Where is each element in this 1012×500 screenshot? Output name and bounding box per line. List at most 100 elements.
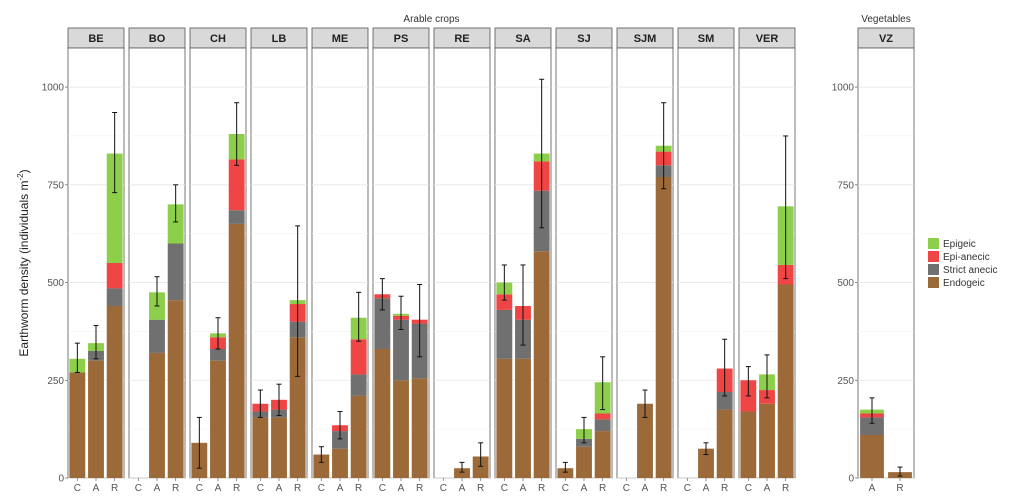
y-tick-label-right: 1000 <box>832 83 855 94</box>
bar-segment-endogeic <box>228 223 245 478</box>
bar-segment-strict-anecic <box>228 210 245 224</box>
panel-RE: RE C A R <box>433 27 491 494</box>
bar-segment-endogeic <box>716 409 733 478</box>
legend-label-epigeic: Epigeic <box>943 239 976 250</box>
x-tick-label: C <box>562 483 569 494</box>
x-tick-label: A <box>703 483 710 494</box>
x-tick-label: C <box>74 483 81 494</box>
x-tick-label: C <box>196 483 203 494</box>
x-tick-label: A <box>869 483 876 494</box>
bar-segment-endogeic <box>533 251 550 478</box>
bar-segment-strict-anecic <box>594 419 611 432</box>
legend-swatch-endogeic <box>928 277 939 288</box>
bar-segment-endogeic <box>210 360 226 478</box>
bar-segment-epigeic <box>167 204 184 244</box>
x-tick-label: A <box>581 483 588 494</box>
group-label-arable: Arable crops <box>403 14 459 25</box>
x-tick-label: R <box>896 483 903 494</box>
bar-segment-endogeic <box>557 468 574 478</box>
x-tick-label: R <box>233 483 240 494</box>
panel-strip-label: ME <box>332 33 349 45</box>
panel-CH: CH C A R <box>189 27 247 494</box>
y-tick-label-left: 750 <box>47 180 64 191</box>
x-tick-label: R <box>782 483 789 494</box>
y-tick-label-right: 250 <box>837 376 854 387</box>
bar-segment-strict-anecic <box>393 319 409 381</box>
x-tick-label: A <box>215 483 222 494</box>
panel-strip-label: SJM <box>634 33 657 45</box>
x-tick-label: R <box>599 483 606 494</box>
panel-SM: SM C A R <box>677 27 735 494</box>
bar-segment-endogeic <box>777 284 794 478</box>
bar-segment-strict-anecic <box>149 319 165 353</box>
bar-segment-endogeic <box>167 300 184 478</box>
legend-swatch-epi-anecic <box>928 251 939 262</box>
bar-segment-endogeic <box>271 417 287 478</box>
x-tick-label: R <box>538 483 545 494</box>
panel-strip-label: VZ <box>879 33 893 45</box>
panel-strip-label: SJ <box>577 33 590 45</box>
x-tick-label: R <box>721 483 728 494</box>
panel-ME: ME C A R <box>311 27 369 494</box>
bar-segment-endogeic <box>289 337 306 478</box>
bar-segment-epi-anecic <box>350 339 367 375</box>
x-tick-label: A <box>642 483 649 494</box>
bar-segment-strict-anecic <box>374 298 391 349</box>
bar-segment-endogeic <box>313 454 330 478</box>
x-tick-label: C <box>318 483 325 494</box>
panel-strip-label: LB <box>272 33 287 45</box>
bar-segment-strict-anecic <box>496 309 513 359</box>
x-tick-label: C <box>745 483 752 494</box>
bar-segment-endogeic <box>698 448 714 478</box>
bar-segment-strict-anecic <box>106 288 123 306</box>
bar-segment-endogeic <box>860 435 884 478</box>
bar-segment-endogeic <box>496 358 513 478</box>
y-tick-label-right: 500 <box>837 278 854 289</box>
x-tick-label: C <box>684 483 691 494</box>
panel-strip-label: CH <box>210 33 226 45</box>
panel-strip-label: SA <box>515 33 530 45</box>
bar-segment-endogeic <box>576 446 592 478</box>
bar-segment-endogeic <box>350 395 367 478</box>
panel-frame <box>433 47 491 479</box>
y-tick-label-left: 250 <box>47 376 64 387</box>
y-axis-title-close: ) <box>17 169 31 173</box>
bar-segment-endogeic <box>454 468 470 478</box>
x-tick-label: C <box>501 483 508 494</box>
x-tick-label: C <box>257 483 264 494</box>
x-tick-label: R <box>172 483 179 494</box>
bar-segment-strict-anecic <box>350 374 367 396</box>
legend-swatch-epigeic <box>928 238 939 249</box>
legend-label-strict-anecic: Strict anecic <box>943 265 997 276</box>
x-tick-label: R <box>416 483 423 494</box>
x-tick-label: A <box>764 483 771 494</box>
y-axis-title-superscript: -2 <box>16 173 25 181</box>
legend-label-epi-anecic: Epi-anecic <box>943 252 990 263</box>
legend-swatch-strict-anecic <box>928 264 939 275</box>
bar-segment-epi-anecic <box>496 294 513 310</box>
bar-segment-epi-anecic <box>228 159 245 211</box>
x-tick-label: R <box>660 483 667 494</box>
x-tick-label: A <box>154 483 161 494</box>
y-axis-title: Earthworm density (individuals m-2) <box>16 169 31 356</box>
bar-segment-endogeic <box>594 431 611 478</box>
panel-strip-label: VER <box>756 33 779 45</box>
x-tick-label: R <box>294 483 301 494</box>
bar-segment-epigeic <box>106 153 123 263</box>
panel-PS: PS C A R <box>372 27 430 494</box>
y-tick-label-right: 0 <box>848 474 854 485</box>
bar-segment-endogeic <box>149 352 165 478</box>
bar-segment-endogeic <box>69 372 86 478</box>
bar-segment-epi-anecic <box>106 263 123 289</box>
x-tick-label: R <box>355 483 362 494</box>
bar-segment-endogeic <box>411 378 428 478</box>
panel-frame <box>857 47 915 479</box>
panel-SJM: SJM C A R <box>616 27 674 494</box>
x-tick-label: C <box>379 483 386 494</box>
y-tick-label-left: 1000 <box>42 83 65 94</box>
bar-segment-epi-anecic <box>594 413 611 420</box>
legend-label-endogeic: Endogeic <box>943 278 985 289</box>
x-tick-label: A <box>520 483 527 494</box>
